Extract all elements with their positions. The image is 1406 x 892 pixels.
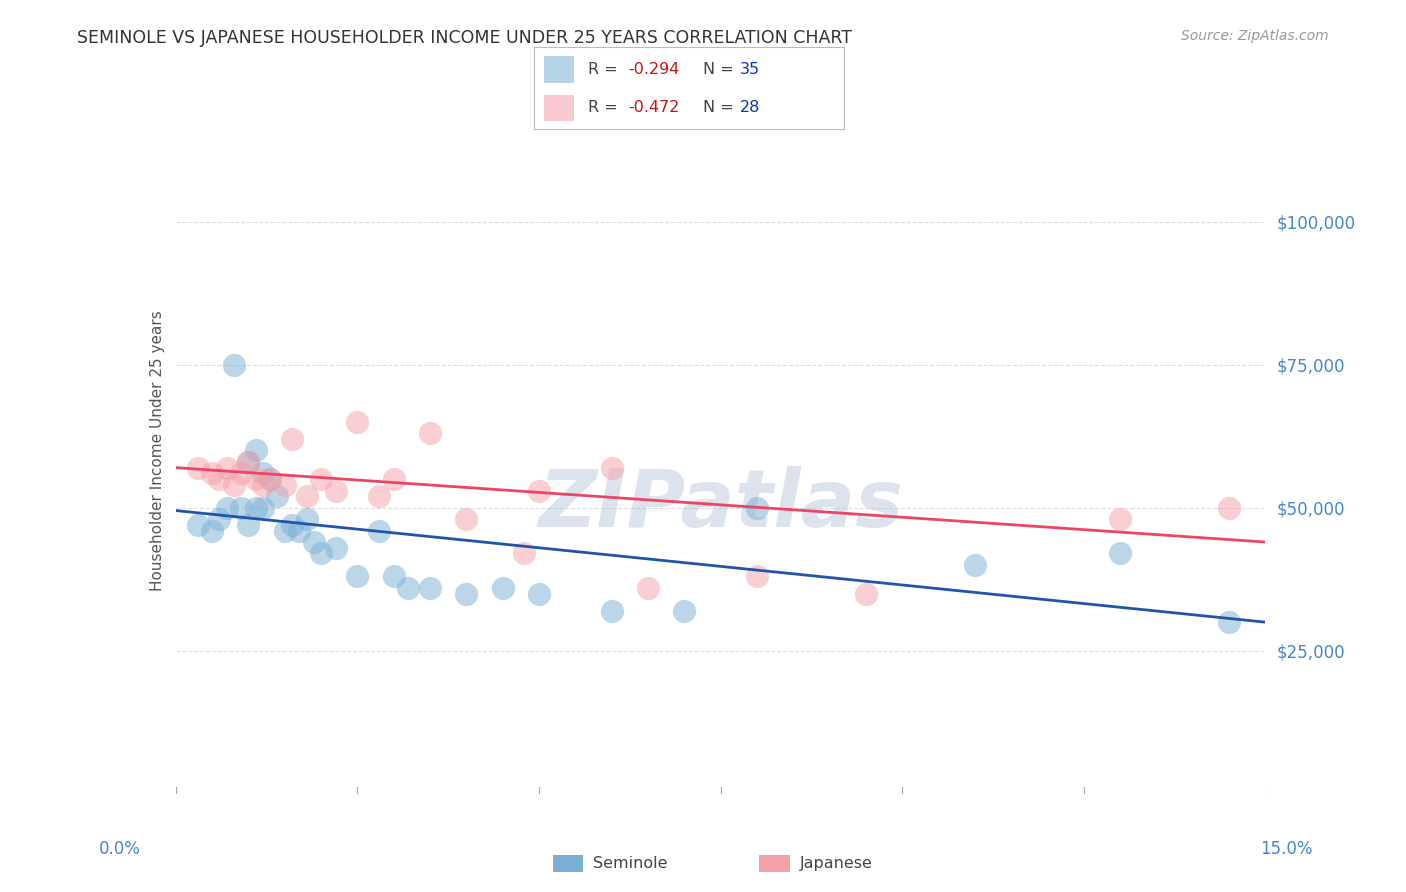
Point [456, 512, 478, 526]
Point [513, 546, 536, 561]
Point [1218, 615, 1240, 630]
Text: Japanese: Japanese [800, 856, 873, 871]
Point [527, 483, 550, 498]
Y-axis label: Householder Income Under 25 years: Householder Income Under 25 years [149, 310, 165, 591]
Point [600, 460, 623, 475]
Point [245, 472, 267, 486]
Point [1109, 546, 1132, 561]
Point [245, 443, 267, 458]
Point [745, 569, 768, 583]
Point [637, 581, 659, 595]
Point [419, 581, 441, 595]
Point [295, 489, 318, 503]
Point [201, 467, 224, 481]
Point [382, 569, 405, 583]
Text: -0.472: -0.472 [628, 100, 681, 115]
Point [222, 478, 245, 492]
Point [215, 500, 238, 515]
Point [309, 546, 332, 561]
Point [673, 604, 696, 618]
Point [238, 455, 260, 469]
Point [325, 483, 347, 498]
Point [215, 460, 238, 475]
Point [309, 472, 332, 486]
Point [419, 426, 441, 441]
Point [368, 524, 391, 538]
Text: 28: 28 [740, 100, 761, 115]
Point [1218, 500, 1240, 515]
Point [600, 604, 623, 618]
Point [382, 472, 405, 486]
FancyBboxPatch shape [544, 56, 575, 83]
Text: Seminole: Seminole [593, 856, 668, 871]
FancyBboxPatch shape [544, 95, 575, 121]
Point [245, 500, 267, 515]
Point [325, 541, 347, 555]
Point [288, 524, 311, 538]
Point [252, 478, 274, 492]
Text: 15.0%: 15.0% [1260, 840, 1313, 858]
Point [302, 535, 325, 549]
Text: R =: R = [588, 100, 623, 115]
Point [208, 472, 231, 486]
Point [295, 512, 318, 526]
Point [492, 581, 515, 595]
Point [208, 512, 231, 526]
Point [346, 415, 368, 429]
Point [396, 581, 419, 595]
Point [1109, 512, 1132, 526]
Point [346, 569, 368, 583]
Text: R =: R = [588, 62, 623, 78]
Point [231, 467, 253, 481]
Text: ZIPatlas: ZIPatlas [538, 467, 903, 544]
Text: N =: N = [703, 100, 738, 115]
Point [266, 489, 288, 503]
Text: Source: ZipAtlas.com: Source: ZipAtlas.com [1181, 29, 1329, 43]
Text: SEMINOLE VS JAPANESE HOUSEHOLDER INCOME UNDER 25 YEARS CORRELATION CHART: SEMINOLE VS JAPANESE HOUSEHOLDER INCOME … [77, 29, 852, 46]
Point [259, 472, 281, 486]
Text: 0.0%: 0.0% [98, 840, 141, 858]
Point [252, 467, 274, 481]
Point [222, 358, 245, 372]
Point [259, 472, 281, 486]
Point [281, 517, 304, 532]
Point [238, 455, 260, 469]
Point [456, 586, 478, 600]
Point [238, 517, 260, 532]
Point [527, 586, 550, 600]
Point [201, 524, 224, 538]
Point [745, 500, 768, 515]
Point [963, 558, 986, 572]
Point [281, 432, 304, 446]
Text: 35: 35 [740, 62, 761, 78]
Point [252, 500, 274, 515]
Point [186, 460, 209, 475]
Point [855, 586, 877, 600]
Point [231, 500, 253, 515]
Point [274, 524, 297, 538]
Point [186, 517, 209, 532]
Point [274, 478, 297, 492]
Text: N =: N = [703, 62, 738, 78]
Point [368, 489, 391, 503]
Text: -0.294: -0.294 [628, 62, 681, 78]
